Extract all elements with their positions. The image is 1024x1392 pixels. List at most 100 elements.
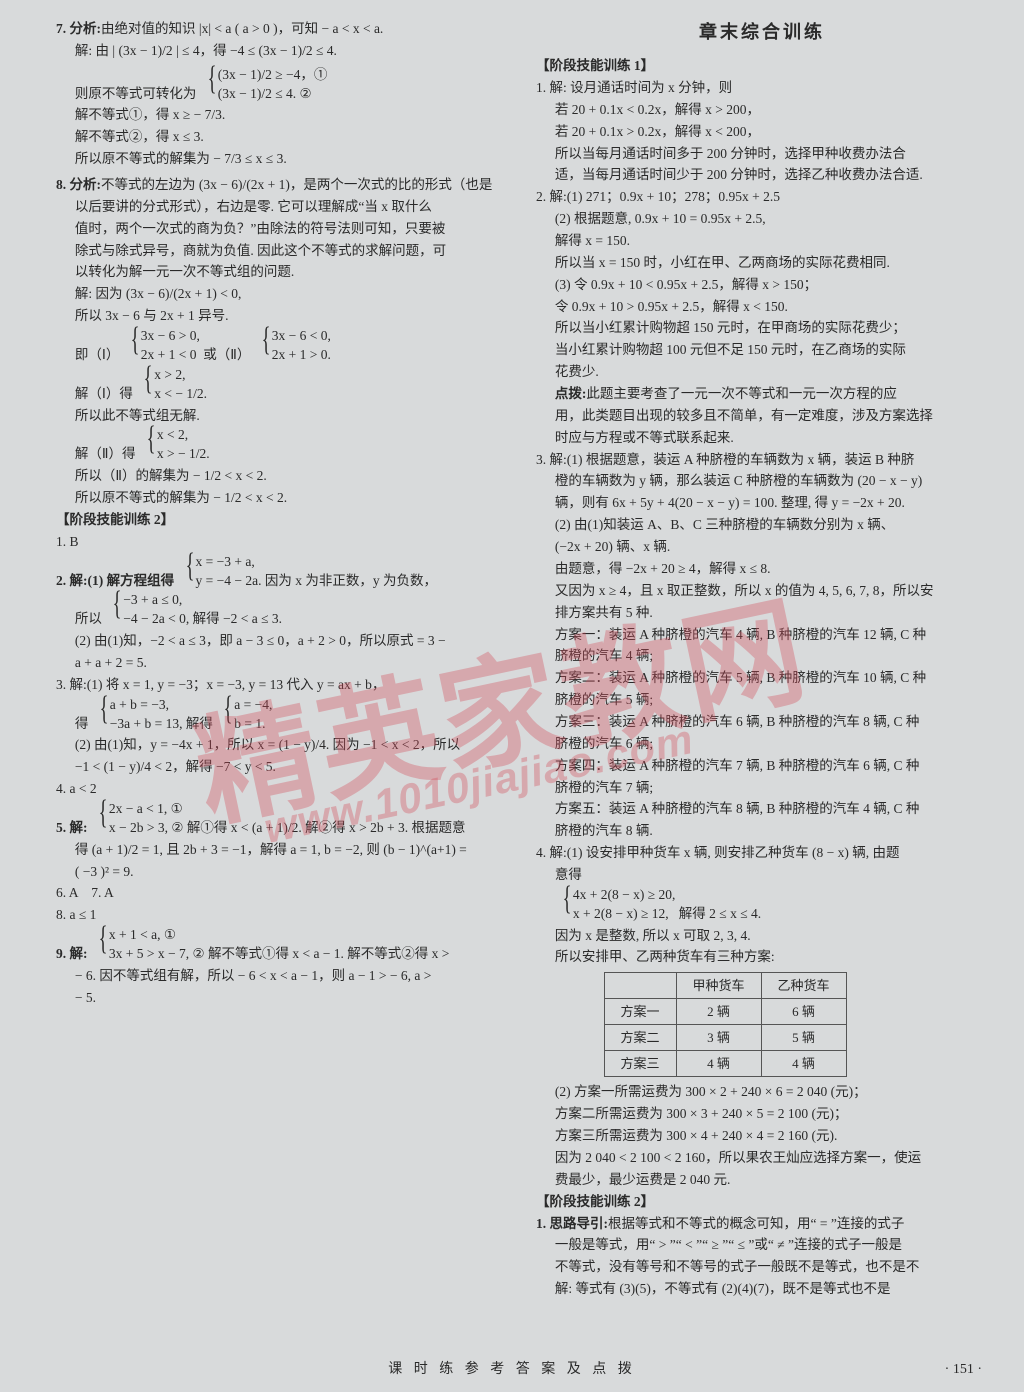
r3-l3: 由题意，得 −2x + 20 ≥ 4，解得 x ≤ 8. [536,558,988,580]
table-row: 甲种货车 乙种货车 [604,973,846,999]
r1-l2: 若 20 + 0.1x < 0.2x，解得 x > 200， [536,99,988,121]
q7-s3: 所以原不等式的解集为 − 7/3 ≤ x ≤ 3. [56,148,508,170]
r3-l1c: 辆，则有 6x + 5y + 4(20 − x − y) = 100. 整理, … [536,492,988,514]
r1-l4: 所以当每月通话时间多于 200 分钟时，选择甲种收费办法合 [536,143,988,165]
r1-l3: 若 20 + 0.1x > 0.2x，解得 x < 200， [536,121,988,143]
q7-s2: 解不等式②，得 x ≤ 3. [56,126,508,148]
r3-l4: 又因为 x ≥ 4，且 x 取正整数，所以 x 的值为 4, 5, 6, 7, … [536,580,988,602]
q8-l1: 不等式的左边为 (3x − 6)/(2x + 1)，是两个一次式的比的形式（也是 [101,177,492,192]
r3-l2b: (−2x + 20) 辆、x 辆. [536,536,988,558]
r4-c1: (2) 方案一所需运费为 300 × 2 + 240 × 6 = 2 040 (… [536,1081,988,1103]
q8-l4: 除式与除式异号，商就为负值. 因此这个不等式的求解问题，可 [56,240,508,262]
q8-s4: 解（Ⅰ）得 x > 2,x < − 1/2. [56,366,508,405]
r2-tip3: 时应与方程或不等式联系起来. [536,427,988,449]
q7-brace: (3x − 1)/2 ≥ −4，① (3x − 1)/2 ≤ 4. ② [204,66,328,104]
r3-p3b: 脐橙的汽车 6 辆; [536,733,988,755]
q7-line2: 解: 由 | (3x − 1)/2 | ≤ 4，得 −4 ≤ (3x − 1)/… [75,43,337,58]
s2-3-l1: 3. 解:(1) 将 x = 1, y = −3；x = −3, y = 13 … [56,674,508,696]
r3-p5b: 脐橙的汽车 8 辆. [536,820,988,842]
page-container: 7. 分析:由绝对值的知识 |x| < a ( a > 0 )，可知 − a <… [0,0,1024,1310]
q8-s1: 解: 因为 (3x − 6)/(2x + 1) < 0, [56,283,508,305]
rs-l4: 解: 等式有 (3)(5)，不等式有 (2)(4)(7)，既不是等式也不是 [536,1278,988,1300]
q7-label: 7. 分析: [56,21,101,36]
r4-c4: 因为 2 040 < 2 100 < 2 160，所以果农王灿应选择方案一，使运 [536,1147,988,1169]
r4-l1: 4. 解:(1) 设安排甲种货车 x 辆, 则安排乙种货车 (8 − x) 辆,… [536,842,988,864]
q8-s7: 所以（Ⅱ）的解集为 − 1/2 < x < 2. [56,465,508,487]
q7-brace-intro: 则原不等式可转化为 (3x − 1)/2 ≥ −4，① (3x − 1)/2 ≤… [56,66,508,105]
q7-s1: 解不等式①，得 x ≥ − 7/3. [56,104,508,126]
r2-tip2: 用，此类题目出现的较多且不简单，有一定难度，涉及方案选择 [536,405,988,427]
q8-label: 8. 分析: [56,177,101,192]
r3-l2: (2) 由(1)知装运 A、B、C 三种脐橙的车辆数分别为 x 辆、 [536,514,988,536]
s2-2-l3: (2) 由(1)知，−2 < a ≤ 3，即 a − 3 ≤ 0，a + 2 >… [56,630,508,652]
r2-l3: 解得 x = 150. [536,230,988,252]
table-header: 乙种货车 [761,973,846,999]
s2-3-l3: −1 < (1 − y)/4 < 2，解得 −7 < y < 5. [56,756,508,778]
rs-l3: 不等式，没有等号和不等号的式子一般既不是等式，也不是不 [536,1256,988,1278]
truck-plan-table: 甲种货车 乙种货车 方案一2 辆6 辆 方案二3 辆5 辆 方案三4 辆4 辆 [604,972,847,1077]
s2-5-l1: 5. 解: 2x − a < 1, ①x − 2b > 3, ② 解①得 x <… [56,800,508,839]
s2-1: 1. B [56,531,508,553]
r3-p4b: 脐橙的汽车 7 辆; [536,777,988,799]
r4-c2: 方案二所需运费为 300 × 3 + 240 × 5 = 2 100 (元)； [536,1103,988,1125]
r3-p1b: 脐橙的汽车 4 辆; [536,645,988,667]
r4-l2: 因为 x 是整数, 所以 x 可取 2, 3, 4. [536,925,988,947]
s2-4: 4. a < 2 [56,778,508,800]
s2-2-l2: 所以 −3 + a ≤ 0,−4 − 2a < 0, 解得 −2 < a ≤ 3… [56,591,508,630]
s2-5-l3: ( −3 )² = 9. [56,861,508,883]
q8-s5: 所以此不等式组无解. [56,405,508,427]
q8-s3: 即（Ⅰ） 3x − 6 > 0,2x + 1 < 0 或（Ⅱ） 3x − 6 <… [56,327,508,366]
r3-p1: 方案一：装运 A 种脐橙的汽车 4 辆, B 种脐橙的汽车 12 辆, C 种 [536,624,988,646]
q8-l2: 以后要讲的分式形式），右边是零. 它可以理解成“当 x 取什么 [56,196,508,218]
r4-brace: 4x + 2(8 − x) ≥ 20,x + 2(8 − x) ≥ 12, 解得… [536,886,988,925]
s2-9-l2: − 6. 因不等式组有解，所以 − 6 < x < a − 1，则 a − 1 … [56,965,508,987]
table-row: 方案三4 辆4 辆 [604,1051,846,1077]
r2-l5: (3) 令 0.9x + 10 < 0.95x + 2.5，解得 x > 150… [536,274,988,296]
s2-2-l1: 2. 解:(1) 解方程组得 x = −3 + a,y = −4 − 2a. 因… [56,553,508,592]
stage1-title: 【阶段技能训练 1】 [536,55,988,77]
r1-l5: 适，当每月通话时间少于 200 分钟时，选择乙种收费办法合适. [536,164,988,186]
s2-9-l3: − 5. [56,987,508,1009]
q8-l5: 以转化为解一元一次不等式组的问题. [56,261,508,283]
r2-l4: 所以当 x = 150 时，小红在甲、乙两商场的实际花费相同. [536,252,988,274]
s2-8: 8. a ≤ 1 [56,904,508,926]
r3-l1: 3. 解:(1) 根据题意，装运 A 种脐橙的车辆数为 x 辆，装运 B 种脐 [536,449,988,471]
r2-l2: (2) 根据题意, 0.9x + 10 = 0.95x + 2.5, [536,208,988,230]
q8-s8: 所以原不等式的解集为 − 1/2 < x < 2. [56,487,508,509]
footer-text: 课 时 练 参 考 答 案 及 点 拨 [0,1358,1024,1378]
q7-line1: 由绝对值的知识 |x| < a ( a > 0 )，可知 − a < x < a… [101,21,383,36]
r4-l3: 所以安排甲、乙两种货车有三种方案: [536,946,988,968]
s2-5-l2: 得 (a + 1)/2 = 1, 且 2b + 3 = −1，解得 a = 1,… [56,839,508,861]
table-header: 甲种货车 [676,973,761,999]
r2-l7: 所以当小红累计购物超 150 元时，在甲商场的实际花费少； [536,317,988,339]
table-row: 方案一2 辆6 辆 [604,999,846,1025]
s2-3-l2: (2) 由(1)知，y = −4x + 1，所以 x = (1 − y)/4. … [56,734,508,756]
chapter-heading: 章末综合训练 [536,18,988,47]
r3-l1b: 橙的车辆数为 y 辆，那么装运 C 种脐橙的车辆数为 (20 − x − y) [536,470,988,492]
stage2r-title: 【阶段技能训练 2】 [536,1191,988,1213]
s2-2-l4: a + a + 2 = 5. [56,652,508,674]
r3-l4b: 排方案共有 5 种. [536,602,988,624]
s2-3-brace: 得 a + b = −3,−3a + b = 13, 解得 a = −4,b =… [56,696,508,735]
left-column: 7. 分析:由绝对值的知识 |x| < a ( a > 0 )，可知 − a <… [56,18,508,1300]
q8-l3: 值时，两个一次式的商为负？”由除法的符号法则可知，只要被 [56,218,508,240]
r3-p2: 方案二：装运 A 种脐橙的汽车 5 辆, B 种脐橙的汽车 10 辆, C 种 [536,667,988,689]
stage2-title: 【阶段技能训练 2】 [56,509,508,531]
r3-p2b: 脐橙的汽车 5 辆; [536,689,988,711]
r2-l9: 花费少. [536,361,988,383]
r4-c5: 费最少，最少运费是 2 040 元. [536,1169,988,1191]
table-header [604,973,676,999]
r2-l8: 当小红累计购物超 100 元但不足 150 元时，在乙商场的实际 [536,339,988,361]
q8-s6: 解（Ⅱ）得 x < 2,x > − 1/2. [56,426,508,465]
r3-p3: 方案三：装运 A 种脐橙的汽车 6 辆, B 种脐橙的汽车 8 辆, C 种 [536,711,988,733]
r4-l1b: 意得 [536,864,988,886]
rs-l2: 一般是等式，用“ > ”“ < ”“ ≥ ”“ ≤ ”或“ ≠ ”连接的式子一般… [536,1234,988,1256]
rs-l1-lb: 1. 思路导引: [536,1216,608,1231]
r4-c3: 方案三所需运费为 300 × 4 + 240 × 4 = 2 160 (元). [536,1125,988,1147]
r3-p4: 方案四：装运 A 种脐橙的汽车 7 辆, B 种脐橙的汽车 6 辆, C 种 [536,755,988,777]
table-row: 方案二3 辆5 辆 [604,1025,846,1051]
r2-l1: 2. 解:(1) 271；0.9x + 10；278；0.95x + 2.5 [536,186,988,208]
r2-tip1: 此题主要考查了一元一次不等式和一元一次方程的应 [586,386,897,401]
q8-s2: 所以 3x − 6 与 2x + 1 异号. [56,305,508,327]
r2-tip-label: 点拨: [555,386,587,401]
